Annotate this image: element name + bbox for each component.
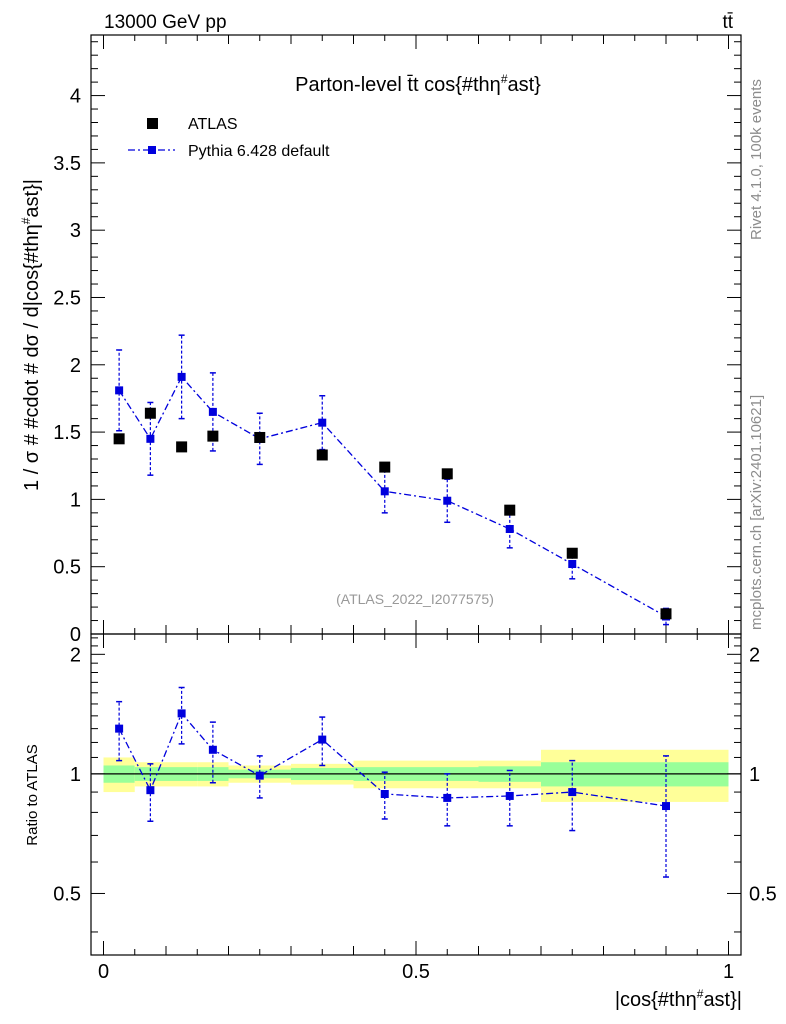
mc-point [177,372,186,381]
y-axis-label: 1 / σ # #cdot # dσ / d|cos{#thη#ast}| [19,179,43,491]
mc-point [208,407,217,416]
data-point [566,547,578,559]
ratio-y-tick-label: 0.5 [53,883,81,905]
data-point [144,407,156,419]
x-tick-label: 0.5 [402,961,430,983]
mc-point [115,386,124,395]
y-tick-label: 3.5 [53,153,81,175]
x-tick-label: 1 [723,961,734,983]
ratio-point [115,724,124,733]
ratio-point [505,791,514,800]
y-tick-label: 0 [70,624,81,646]
ratio-axes: 0.5 0.5 1 1 2 2 0 0.5 1 [53,633,777,983]
ratio-y-tick-label: 1 [70,764,81,786]
mc-point [146,434,155,443]
legend-data-marker [147,118,158,129]
mc-point [380,487,389,496]
data-point [176,441,188,453]
legend-mc-marker [148,146,156,154]
mc-line [118,375,667,618]
analysis-watermark: (ATLAS_2022_I2077575) [336,591,494,607]
data-point [379,461,391,473]
ratio-point [443,793,452,802]
mc-point [568,560,577,569]
y-tick-label: 2 [70,355,81,377]
x-tick-label: 0 [98,961,109,983]
mc-point [505,525,514,534]
legend-mc-label: Pythia 6.428 default [188,143,330,160]
data-point [660,608,672,620]
ratio-point [255,771,264,780]
y-tick-label: 2.5 [53,287,81,309]
mc-point [443,496,452,505]
ratio-point [568,788,577,797]
data-series [113,407,672,620]
process-label: tt̄ [722,12,733,33]
data-point [254,431,266,443]
y-tick-label: 4 [70,86,81,108]
mc-point [318,418,327,427]
data-point [113,433,125,445]
y-tick-label: 0.5 [53,557,81,579]
data-point [504,504,516,516]
ratio-y-tick-label-right: 2 [749,644,760,666]
ratio-y-tick-label-right: 0.5 [749,883,777,905]
data-point [207,430,219,442]
y-tick-label: 1 [70,489,81,511]
ratio-point [177,709,186,718]
legend-data-label: ATLAS [188,116,238,133]
chart-title: Parton-level t̄t cos{#thη#ast} [295,72,541,96]
energy-label: 13000 GeV pp [104,12,227,33]
ratio-point [318,735,327,744]
ratio-series [115,686,670,878]
ratio-y-axis-label: Ratio to ATLAS [24,744,41,845]
ratio-point [380,789,389,798]
x-axis-label: |cos{#thη#ast}| [615,987,742,1011]
y-tick-label: 3 [70,220,81,242]
ratio-point [208,745,217,754]
ratio-point [146,786,155,795]
legend: ATLAS Pythia 6.428 default [128,116,330,160]
rivet-label: Rivet 4.1.0, 100k events [748,79,765,240]
data-point [441,468,453,480]
data-point [316,449,328,461]
ratio-y-tick-label: 2 [70,644,81,666]
mc-series [115,334,670,626]
ratio-point [662,802,670,811]
y-tick-label: 1.5 [53,422,81,444]
ratio-y-tick-label-right: 1 [749,764,760,786]
mcplots-label: mcplots.cern.ch [arXiv:2401.10621] [748,395,765,630]
ratio-uncertainty-band [103,749,729,802]
